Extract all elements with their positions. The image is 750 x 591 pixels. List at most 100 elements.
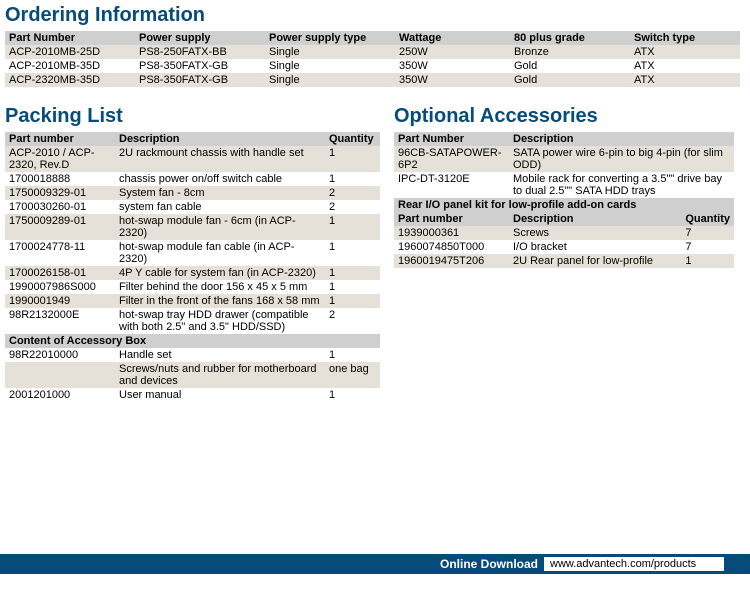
table-row: 1700026158-014P Y cable for system fan (… [5, 266, 380, 280]
td: chassis power on/off switch cable [115, 172, 325, 186]
td: ACP-2010 / ACP-2320, Rev.D [5, 146, 115, 172]
optional-table: Part Number Description 96CB-SATAPOWER-6… [394, 132, 734, 268]
td: hot-swap module fan cable (in ACP-2320) [115, 240, 325, 266]
table-row: 1939000361Screws7 [394, 226, 734, 240]
td: ATX [630, 59, 740, 73]
td: 1 [681, 254, 734, 268]
td: Single [265, 45, 395, 59]
footer-label: Online Download [440, 557, 538, 571]
table-row: 2001201000User manual1 [5, 388, 380, 402]
td: 96CB-SATAPOWER-6P2 [394, 146, 509, 172]
heading-ordering: Ordering Information [5, 4, 745, 27]
td: 1960074850T000 [394, 240, 509, 254]
table-header-row: Part Number Power supply Power supply ty… [5, 31, 740, 45]
heading-packing: Packing List [5, 105, 380, 128]
table-row: Screws/nuts and rubber for motherboard a… [5, 362, 380, 388]
td: SATA power wire 6-pin to big 4-pin (for … [509, 146, 734, 172]
td: Single [265, 73, 395, 87]
td: hot-swap module fan - 6cm (in ACP-2320) [115, 214, 325, 240]
td: 1 [325, 294, 380, 308]
td: 1939000361 [394, 226, 509, 240]
td: ACP-2010MB-25D [5, 45, 135, 59]
table-subheader: Rear I/O panel kit for low-profile add-o… [394, 198, 734, 212]
td: 1750009289-01 [5, 214, 115, 240]
page: Ordering Information Part Number Power s… [0, 4, 750, 402]
td: 4P Y cable for system fan (in ACP-2320) [115, 266, 325, 280]
td: 98R2132000E [5, 308, 115, 334]
optional-column: Optional Accessories Part Number Descrip… [394, 101, 734, 268]
td: 2 [325, 308, 380, 334]
td: system fan cable [115, 200, 325, 214]
td [5, 362, 115, 388]
td: 1750009329-01 [5, 186, 115, 200]
th: Part Number [5, 31, 135, 45]
table-row: 98R22010000Handle set1 [5, 348, 380, 362]
td: 7 [681, 240, 734, 254]
th: Quantity [681, 212, 734, 226]
td: Content of Accessory Box [5, 334, 380, 348]
th: Description [115, 132, 325, 146]
td: one bag [325, 362, 380, 388]
td: 2U rackmount chassis with handle set [115, 146, 325, 172]
table-row: 1990007986S000Filter behind the door 156… [5, 280, 380, 294]
table-row: 1750009289-01hot-swap module fan - 6cm (… [5, 214, 380, 240]
td: 2U Rear panel for low-profile [509, 254, 681, 268]
table-row: 98R2132000Ehot-swap tray HDD drawer (com… [5, 308, 380, 334]
td: 1 [325, 146, 380, 172]
td: 350W [395, 73, 510, 87]
td: 1700030260-01 [5, 200, 115, 214]
td: 1990007986S000 [5, 280, 115, 294]
table-row: ACP-2010MB-25D PS8-250FATX-BB Single 250… [5, 45, 740, 59]
th: Power supply type [265, 31, 395, 45]
td: Screws [509, 226, 681, 240]
td: Gold [510, 73, 630, 87]
td: 1 [325, 348, 380, 362]
table-row: 1700018888chassis power on/off switch ca… [5, 172, 380, 186]
table-header-row: Part Number Description [394, 132, 734, 146]
td: 1960019475T206 [394, 254, 509, 268]
td: 1700024778-11 [5, 240, 115, 266]
td: 1 [325, 172, 380, 186]
td: Screws/nuts and rubber for motherboard a… [115, 362, 325, 388]
packing-table: Part number Description Quantity ACP-201… [5, 132, 380, 402]
table-row: ACP-2320MB-35D PS8-350FATX-GB Single 350… [5, 73, 740, 87]
td: ACP-2320MB-35D [5, 73, 135, 87]
td: IPC-DT-3120E [394, 172, 509, 198]
td: 2001201000 [5, 388, 115, 402]
td: 1 [325, 388, 380, 402]
td: 350W [395, 59, 510, 73]
td: 250W [395, 45, 510, 59]
td: System fan - 8cm [115, 186, 325, 200]
table-row: 1700030260-01system fan cable2 [5, 200, 380, 214]
table-row: 1750009329-01System fan - 8cm2 [5, 186, 380, 200]
heading-optional: Optional Accessories [394, 105, 734, 128]
footer-bar: Online Download www.advantech.com/produc… [0, 554, 750, 574]
td: Rear I/O panel kit for low-profile add-o… [394, 198, 734, 212]
table-row: 1990001949Filter in the front of the fan… [5, 294, 380, 308]
td: Handle set [115, 348, 325, 362]
td: 98R22010000 [5, 348, 115, 362]
td: Filter behind the door 156 x 45 x 5 mm [115, 280, 325, 294]
td: PS8-350FATX-GB [135, 73, 265, 87]
td: 7 [681, 226, 734, 240]
th: Quantity [325, 132, 380, 146]
td: PS8-350FATX-GB [135, 59, 265, 73]
table-row: ACP-2010MB-35D PS8-350FATX-GB Single 350… [5, 59, 740, 73]
td: ACP-2010MB-35D [5, 59, 135, 73]
td: hot-swap tray HDD drawer (compatible wit… [115, 308, 325, 334]
th: Switch type [630, 31, 740, 45]
td: Filter in the front of the fans 168 x 58… [115, 294, 325, 308]
td: Mobile rack for converting a 3.5"" drive… [509, 172, 734, 198]
td: Single [265, 59, 395, 73]
table-header-row: Part number Description Quantity [5, 132, 380, 146]
th: 80 plus grade [510, 31, 630, 45]
td: ATX [630, 73, 740, 87]
table-row: ACP-2010 / ACP-2320, Rev.D2U rackmount c… [5, 146, 380, 172]
td: 1 [325, 266, 380, 280]
th: Part number [394, 212, 509, 226]
td: 1 [325, 240, 380, 266]
footer-url: www.advantech.com/products [544, 557, 724, 571]
table-header-row: Part number Description Quantity [394, 212, 734, 226]
packing-column: Packing List Part number Description Qua… [5, 101, 380, 402]
td: 1990001949 [5, 294, 115, 308]
